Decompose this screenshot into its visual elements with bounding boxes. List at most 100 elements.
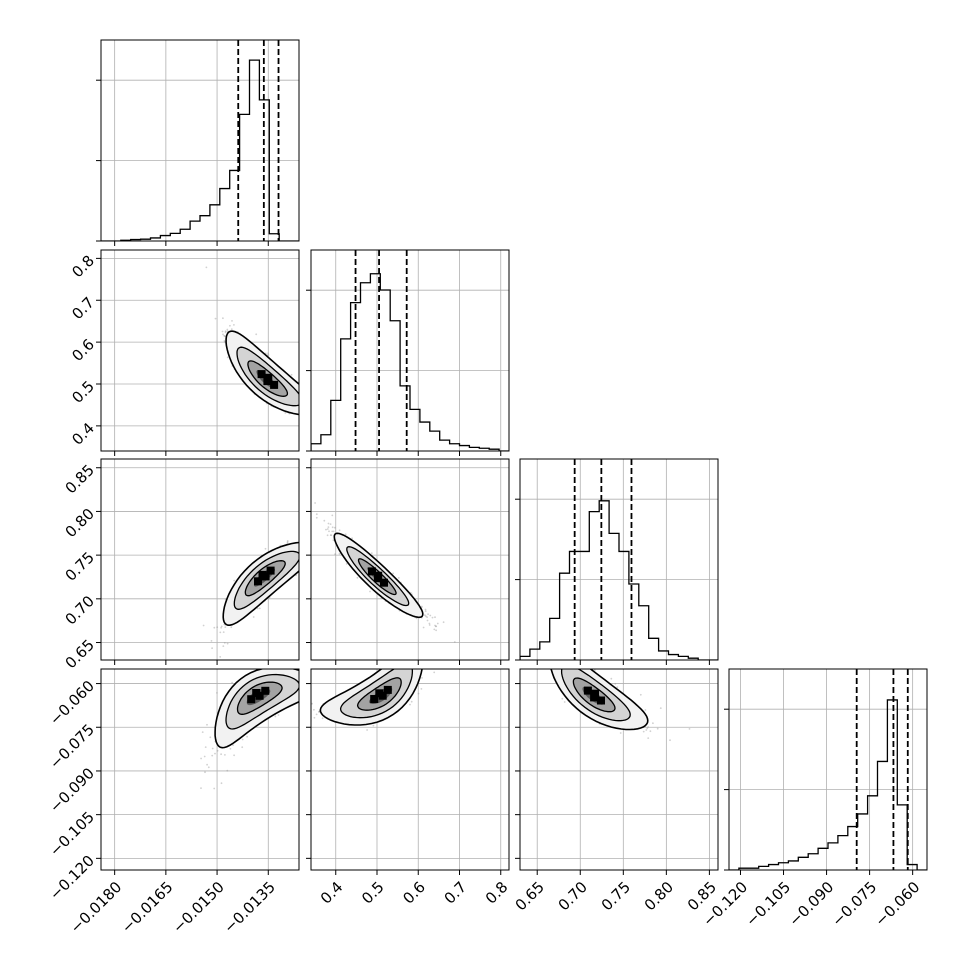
sample-point	[204, 771, 206, 774]
sample-point	[413, 648, 415, 650]
sample-point	[314, 680, 316, 682]
sample-point	[252, 616, 255, 618]
sample-point	[200, 787, 202, 789]
sample-point	[307, 706, 309, 708]
sample-point	[301, 681, 303, 683]
density-peak	[368, 567, 376, 576]
sample-point	[312, 695, 314, 697]
sample-point	[224, 335, 226, 338]
sample-point	[319, 686, 321, 688]
sample-point	[568, 661, 570, 663]
sample-point	[314, 400, 316, 402]
sample-point	[315, 516, 318, 519]
sample-point	[200, 757, 203, 760]
sample-point	[324, 538, 326, 540]
sample-point	[306, 547, 308, 549]
sample-point	[305, 400, 307, 402]
sample-point	[223, 340, 226, 342]
sample-point	[307, 546, 309, 548]
sample-point	[423, 663, 425, 665]
sample-point	[224, 330, 227, 333]
sample-point	[330, 534, 333, 537]
sample-point	[303, 413, 305, 415]
sample-point	[314, 411, 316, 413]
sample-point	[426, 616, 428, 619]
sample-point	[406, 662, 408, 664]
sample-point	[321, 717, 324, 720]
sample-point	[568, 666, 570, 668]
plot-area	[307, 634, 509, 870]
density-peak	[261, 686, 270, 695]
sample-point	[340, 685, 342, 687]
scatter-panel-1-0	[96, 249, 326, 456]
sample-point	[312, 420, 314, 422]
sample-point	[309, 551, 311, 553]
sample-point	[312, 403, 314, 405]
sample-point	[301, 554, 303, 556]
sample-point	[246, 735, 249, 738]
sample-point	[426, 619, 429, 622]
sample-point	[409, 655, 411, 657]
sample-point	[425, 615, 427, 618]
sample-point	[324, 405, 326, 407]
sample-point	[213, 626, 216, 629]
sample-point	[307, 691, 309, 693]
sample-point	[221, 330, 224, 333]
sample-point	[392, 572, 394, 575]
sample-point	[366, 729, 368, 731]
sample-point	[314, 691, 316, 693]
sample-point	[329, 534, 332, 536]
histogram-step	[311, 273, 509, 451]
sample-point	[409, 703, 411, 706]
sample-point	[241, 746, 244, 749]
sample-point	[431, 634, 433, 636]
sample-point	[421, 650, 423, 652]
sample-point	[267, 354, 270, 356]
hist-panel-2-2	[515, 458, 719, 665]
sample-point	[325, 528, 327, 531]
sample-point	[334, 526, 336, 529]
sample-point	[226, 642, 229, 645]
sample-point	[302, 683, 304, 685]
sample-point	[436, 622, 439, 625]
sample-point	[222, 631, 225, 633]
sample-point	[304, 414, 306, 416]
sample-point	[220, 782, 223, 785]
sample-point	[303, 542, 305, 544]
density-peak	[375, 689, 384, 698]
sample-point	[330, 679, 332, 681]
density-peak	[247, 695, 256, 704]
sample-point	[397, 665, 399, 667]
sample-point	[424, 610, 427, 612]
density-peak	[264, 373, 273, 382]
sample-point	[264, 547, 267, 550]
sample-point	[396, 664, 398, 666]
sample-point	[306, 694, 308, 696]
sample-point	[299, 556, 301, 558]
sample-point	[417, 692, 420, 695]
sample-point	[392, 664, 394, 666]
sample-point	[303, 547, 305, 549]
sample-point	[318, 546, 320, 548]
sample-point	[313, 547, 315, 549]
plot-area	[520, 459, 718, 660]
plot-area	[311, 459, 509, 660]
sample-point	[354, 538, 356, 540]
sample-point	[307, 553, 309, 555]
sample-point	[422, 664, 424, 666]
sample-point	[314, 502, 316, 504]
sample-point	[304, 675, 306, 677]
sample-point	[324, 541, 326, 543]
sample-point	[255, 333, 258, 336]
sample-point	[411, 665, 413, 667]
sample-point	[433, 628, 436, 631]
sample-point	[569, 653, 571, 655]
sample-point	[214, 752, 216, 755]
sample-point	[331, 694, 333, 696]
scatter-panel-2-0	[96, 458, 356, 665]
panel-border	[310, 458, 510, 661]
sample-point	[427, 613, 429, 616]
sample-point	[331, 530, 334, 533]
sample-point	[220, 625, 223, 628]
sample-point	[241, 738, 244, 741]
